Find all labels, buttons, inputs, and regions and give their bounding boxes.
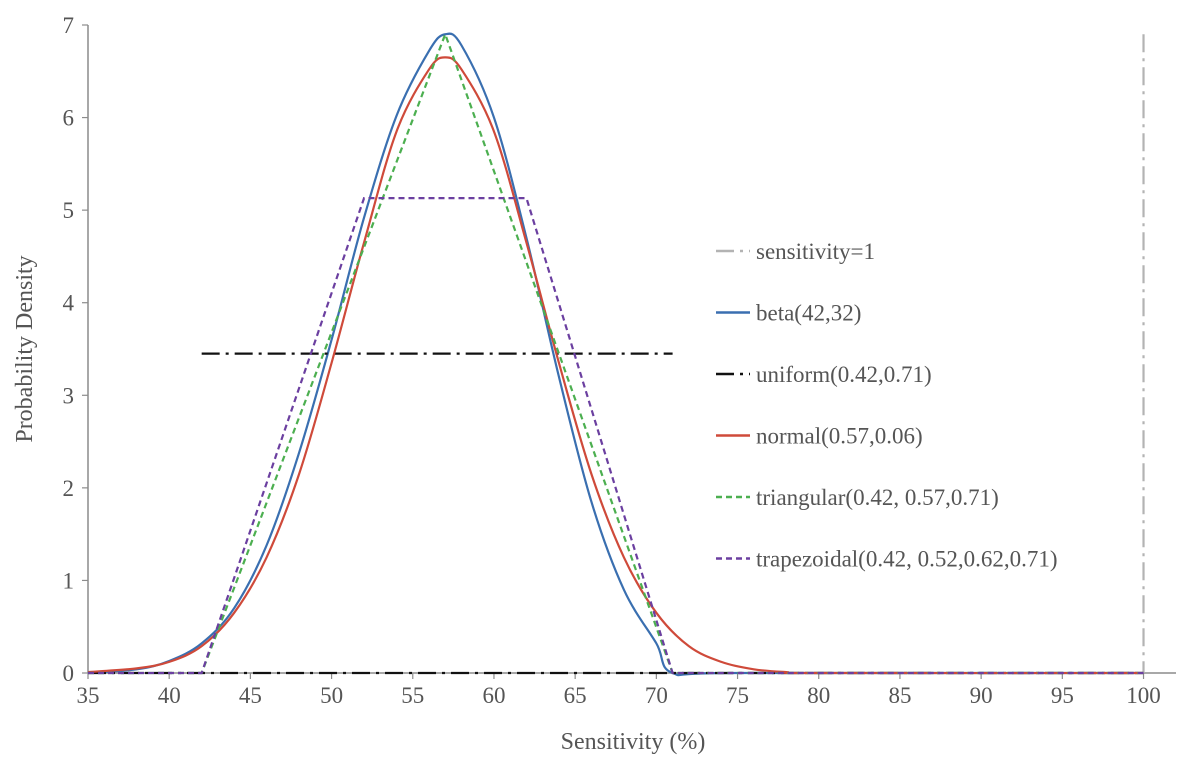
x-tick-label: 40	[158, 683, 181, 708]
x-axis-title: Sensitivity (%)	[561, 729, 706, 755]
legend-label-uniform-0-42-0-71: uniform(0.42,0.71)	[756, 362, 932, 387]
y-tick-label: 5	[63, 198, 75, 223]
x-tick-label: 50	[320, 683, 343, 708]
y-tick-label: 3	[63, 383, 75, 408]
legend-label-beta-42-32: beta(42,32)	[756, 301, 861, 326]
legend: sensitivity=1 beta(42,32) uniform(0.42,0.7…	[716, 239, 1057, 572]
x-tick-label: 65	[564, 683, 587, 708]
y-tick-label: 4	[63, 291, 75, 316]
x-tick-label: 75	[726, 683, 749, 708]
y-tick-label: 2	[63, 476, 75, 501]
legend-label-sensitivity-1: sensitivity=1	[756, 239, 875, 264]
x-tick-label: 35	[77, 683, 100, 708]
series-line-normal-0-57-0-06	[87, 56, 1144, 675]
legend-label-trapezoidal-0-42-0-52-0-62-0-71: trapezoidal(0.42, 0.52,0.62,0.71)	[756, 547, 1057, 572]
x-tick-label: 45	[239, 683, 262, 708]
x-tick-label: 70	[645, 683, 668, 708]
x-tick-label: 55	[401, 683, 424, 708]
y-tick-label: 7	[63, 13, 75, 38]
x-tick-label: 85	[888, 683, 911, 708]
x-tick-label: 90	[970, 683, 993, 708]
y-tick-label: 1	[63, 568, 75, 593]
legend-label-normal-0-57-0-06: normal(0.57,0.06)	[756, 424, 923, 449]
legend-label-triangular-0-42-0-57-0-71: triangular(0.42, 0.57,0.71)	[756, 485, 999, 510]
series-lines	[87, 31, 1145, 677]
x-tick-label: 95	[1051, 683, 1074, 708]
y-tick-label: 0	[63, 661, 75, 686]
axes	[82, 24, 1176, 679]
y-tick-label: 6	[63, 106, 75, 131]
y-axis-title: Probability Density	[12, 255, 38, 442]
series-line-beta-42-32	[87, 32, 1144, 677]
x-tick-label: 100	[1126, 683, 1161, 708]
x-tick-label: 80	[807, 683, 830, 708]
series-line-trapezoidal-0-42-0-52-0-62-0-71	[88, 197, 1144, 675]
x-tick-label: 60	[482, 683, 505, 708]
